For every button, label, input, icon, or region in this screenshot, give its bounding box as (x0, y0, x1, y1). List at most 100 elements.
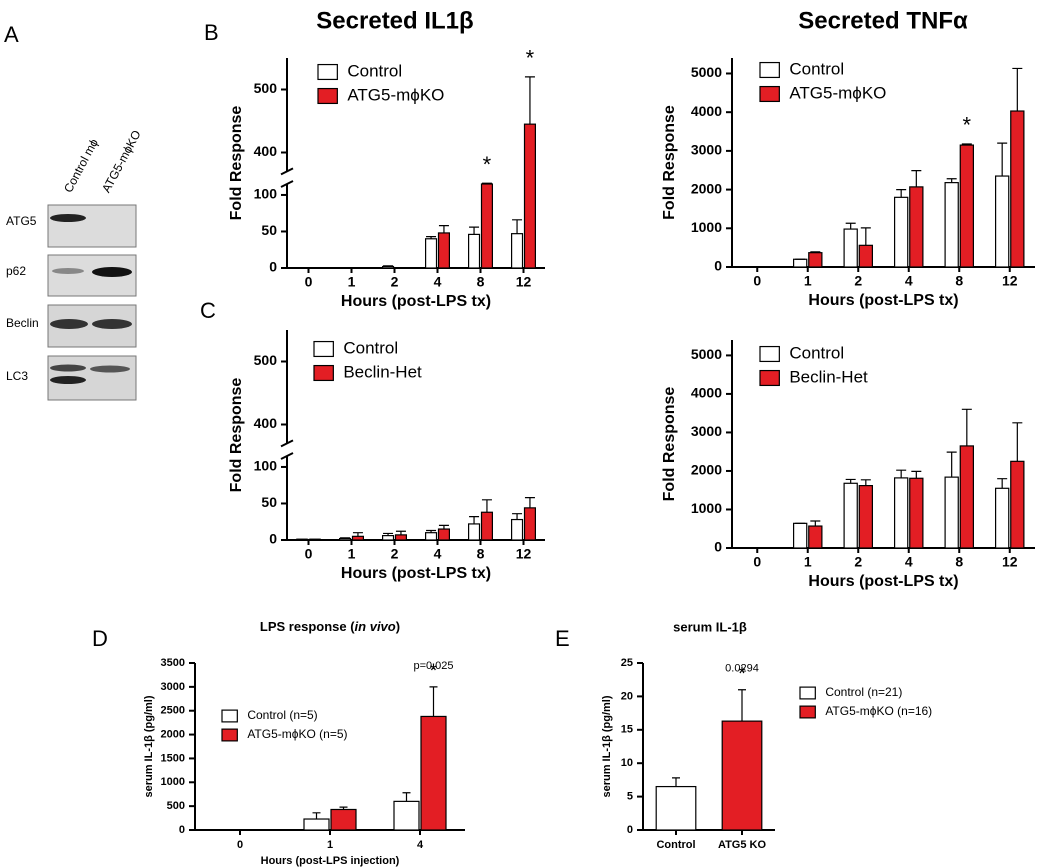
y-tick-label: 10 (621, 757, 633, 769)
axis-break (280, 167, 294, 176)
legend-label: Control (n=5) (247, 708, 317, 722)
y-tick-label: 0 (714, 258, 722, 274)
bar (393, 800, 420, 831)
band (50, 364, 86, 372)
x-tick-label: 12 (1002, 554, 1018, 570)
error-bar (896, 469, 907, 478)
error-bar (896, 188, 907, 198)
y-tick-label: 20 (621, 690, 633, 702)
y-tick-label: 15 (621, 724, 633, 736)
x-tick-label: 1 (804, 554, 812, 570)
axis-break (280, 180, 294, 188)
legend-swatch (313, 340, 334, 358)
x-axis-label: Hours (post-LPS injection) (261, 855, 400, 867)
legend-swatch (221, 728, 238, 742)
bar (994, 487, 1010, 549)
error-bar (429, 686, 438, 717)
error-bar (997, 478, 1008, 489)
error-bar (1012, 67, 1023, 112)
bar (843, 228, 858, 268)
y-axis-label: serum IL-1β (pg/ml) (601, 695, 613, 797)
error-bar (469, 516, 480, 524)
y-tick-label: 400 (254, 143, 278, 159)
y-tick-label: 0 (179, 824, 185, 836)
error-bar (469, 226, 480, 235)
band (90, 365, 130, 373)
axis-break (280, 452, 294, 460)
legend-label: Control (n=21) (825, 685, 902, 699)
y-axis-label: Fold Response (661, 105, 678, 220)
chart-title: serum IL-1β (673, 619, 747, 634)
bar (944, 476, 959, 549)
error-bar (438, 524, 449, 530)
x-tick-label: 2 (391, 274, 399, 290)
y-tick-label: 2000 (691, 180, 722, 196)
legend-label: Control (789, 343, 844, 362)
x-tick-label: 12 (516, 274, 532, 290)
error-bar (810, 251, 821, 253)
x-tick-label: 12 (1002, 273, 1018, 289)
y-tick-label: 5000 (691, 346, 722, 362)
y-tick-label: 500 (167, 800, 185, 812)
bar (843, 482, 858, 549)
bar (523, 507, 536, 541)
legend-swatch (759, 85, 780, 103)
band (52, 268, 84, 274)
legend-label: ATG5-mϕKO (n=5) (247, 727, 347, 741)
x-tick-label: 1 (348, 546, 356, 562)
bar (425, 532, 438, 541)
y-tick-label: 0 (714, 539, 722, 555)
y-axis-label: Fold Response (228, 106, 245, 221)
bar (909, 186, 924, 268)
error-bar (512, 513, 523, 520)
chart-title: Secreted TNFα (798, 7, 968, 34)
bar (480, 511, 493, 541)
band (50, 214, 86, 222)
bar (303, 818, 330, 831)
error-bar (383, 265, 394, 267)
lane-label: Control mϕ (61, 136, 101, 195)
y-tick-label: 3500 (161, 657, 185, 669)
error-bar (860, 479, 871, 486)
annotation: * (526, 46, 535, 71)
band (92, 319, 132, 329)
annotation: * (430, 661, 438, 682)
bar (655, 785, 697, 831)
y-tick-label: 100 (254, 186, 278, 202)
row-label: LC3 (6, 369, 28, 383)
error-bar (340, 537, 351, 539)
x-axis-label: Hours (post-LPS tx) (808, 573, 958, 590)
error-bar (426, 529, 437, 533)
error-bar (512, 219, 523, 234)
x-tick-label: Control (656, 839, 695, 851)
y-tick-label: 0 (269, 259, 277, 275)
x-tick-label: 0 (753, 554, 761, 570)
legend-label: ATG5-mϕKO (789, 83, 886, 102)
error-bar (961, 408, 972, 446)
annotation: * (483, 152, 492, 177)
y-tick-label: 5 (627, 791, 633, 803)
x-tick-label: 0 (305, 546, 313, 562)
y-tick-label: 2000 (161, 728, 185, 740)
row-label: ATG5 (6, 214, 37, 228)
x-tick-label: 0 (753, 273, 761, 289)
x-tick-label: 4 (434, 546, 442, 562)
bar (721, 720, 763, 831)
chart-title: Secreted IL1β (316, 7, 473, 34)
y-tick-label: 2500 (161, 705, 185, 717)
y-tick-label: 5000 (691, 64, 722, 80)
annotation: * (963, 113, 972, 138)
y-axis-label: serum IL-1β (pg/ml) (143, 695, 155, 797)
error-bar (946, 178, 957, 183)
bar (511, 233, 524, 269)
x-tick-label: 1 (348, 274, 356, 290)
y-tick-label: 0 (269, 531, 277, 547)
x-tick-label: ATG5 KO (718, 839, 767, 851)
y-tick-label: 1000 (691, 500, 722, 516)
y-tick-label: 100 (254, 458, 278, 474)
x-axis-label: Hours (post-LPS tx) (808, 292, 958, 309)
error-bar (672, 777, 680, 787)
error-bar (810, 520, 821, 527)
y-tick-label: 2000 (691, 462, 722, 478)
error-bar (312, 812, 321, 820)
